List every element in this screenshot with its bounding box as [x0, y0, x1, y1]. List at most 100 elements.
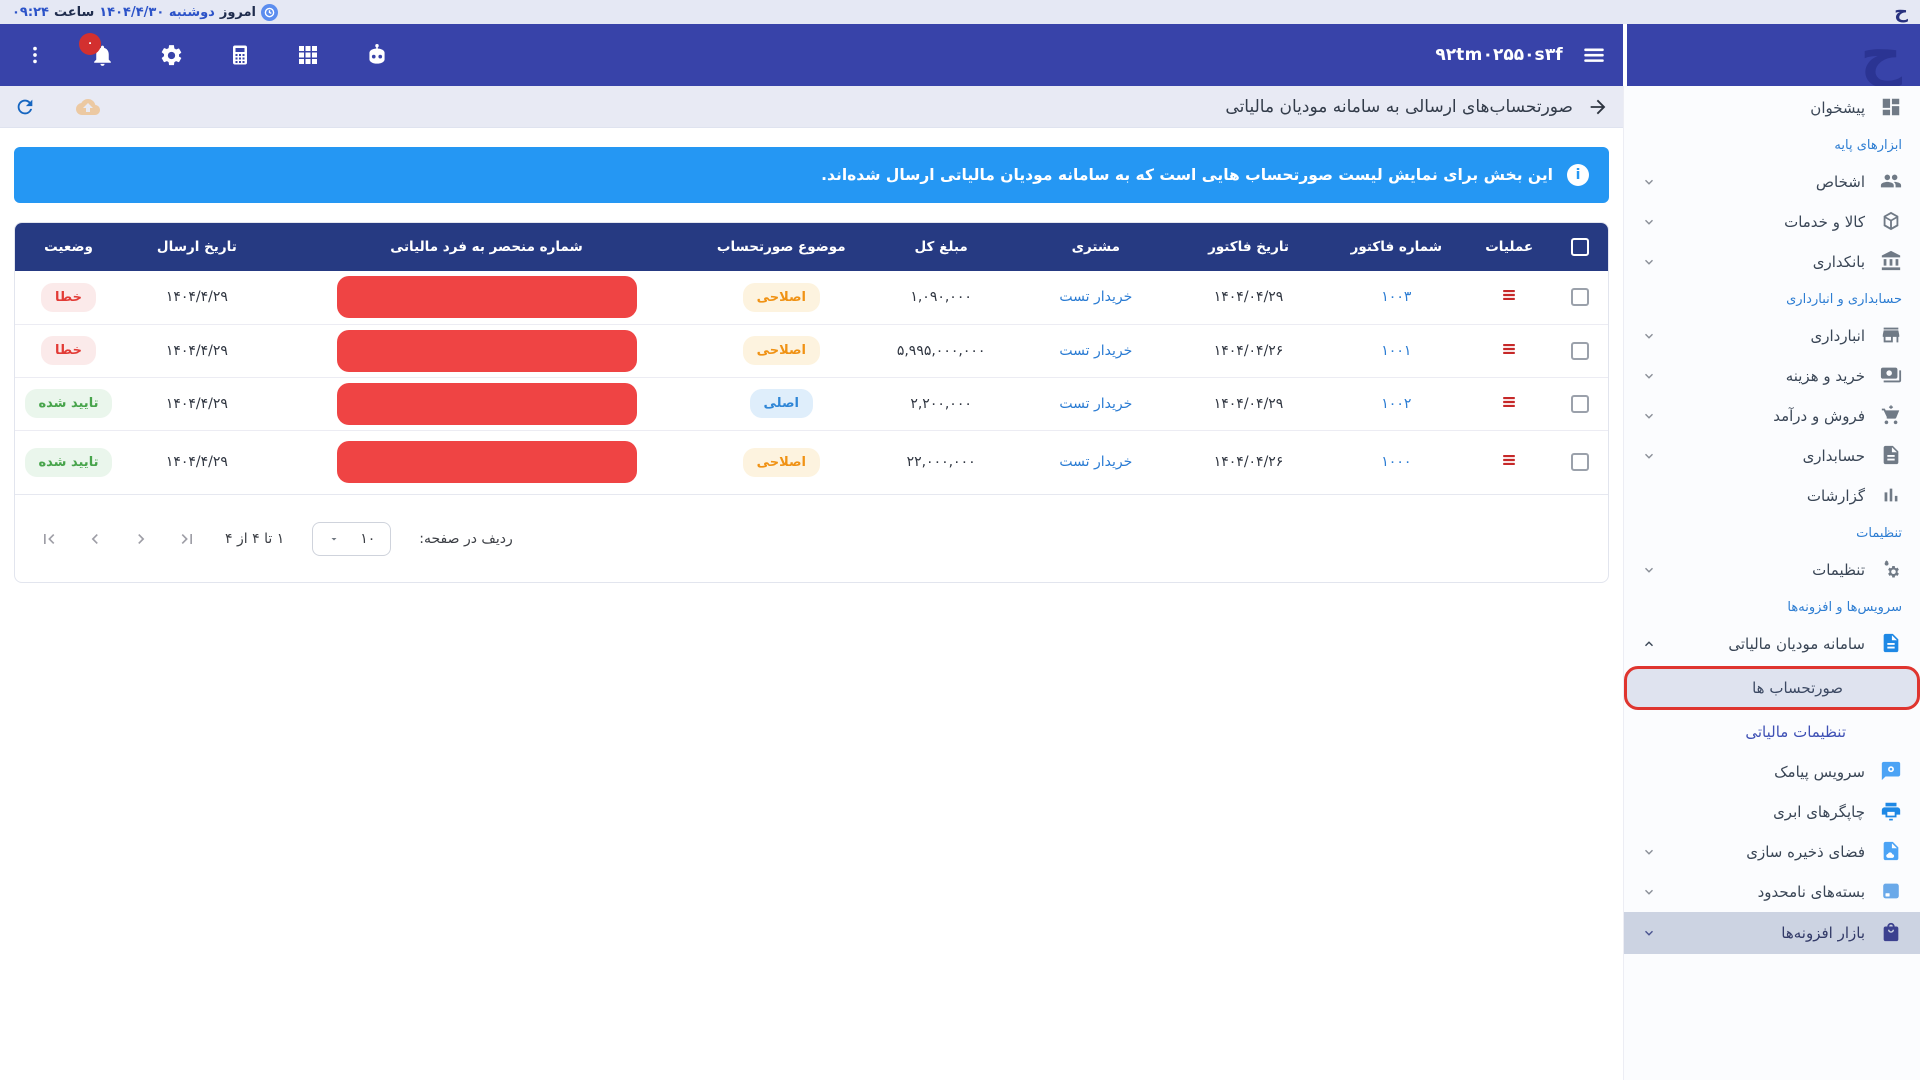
ledger-icon [1878, 444, 1902, 468]
col-operations: عملیات [1466, 223, 1553, 271]
cloud-upload-icon[interactable] [76, 95, 100, 119]
row-operations-icon[interactable] [1499, 450, 1519, 470]
invoice-number-link[interactable]: ۱۰۰۳ [1381, 289, 1412, 306]
row-operations-icon[interactable] [1499, 285, 1519, 305]
info-icon [1567, 164, 1589, 186]
row-checkbox[interactable] [1571, 341, 1590, 360]
sidebar-item-goods-services[interactable]: کالا و خدمات [1624, 202, 1920, 242]
row-checkbox[interactable] [1571, 453, 1590, 472]
apps-grid-icon[interactable] [296, 43, 320, 67]
status-chip: تایید شده [24, 389, 113, 418]
col-status: وضعیت [15, 223, 122, 271]
invoice-number-link[interactable]: ۱۰۰۲ [1381, 395, 1412, 412]
sidebar-section-base-tools: ابزارهای پایه [1834, 137, 1902, 153]
first-page-icon[interactable] [39, 529, 59, 549]
sidebar-item-reports[interactable]: گزارشات [1624, 476, 1920, 516]
main-area: صورتحساب‌های ارسالی به سامانه مودیان مال… [0, 86, 1623, 1080]
invoice-number-link[interactable]: ۱۰۰۱ [1381, 342, 1412, 359]
info-banner: این بخش برای نمایش لیست صورتحساب هایی اس… [14, 147, 1609, 203]
sidebar-item-storage[interactable]: فضای ذخیره سازی [1624, 832, 1920, 872]
total-cell: ۲۲,۰۰۰,۰۰۰ [861, 429, 1021, 494]
row-checkbox[interactable] [1571, 288, 1590, 307]
shopping-bag-icon [1878, 921, 1902, 945]
sidebar-item-banking[interactable]: بانکداری [1624, 242, 1920, 282]
refresh-icon[interactable] [14, 96, 36, 118]
chevron-down-icon [1642, 329, 1656, 343]
settings-gear-icon[interactable] [159, 43, 184, 68]
sidebar-item-accounting[interactable]: حسابداری [1624, 436, 1920, 476]
total-cell: ۱,۰۹۰,۰۰۰ [910, 289, 972, 306]
subject-chip: اصلاحی [742, 282, 820, 312]
sidebar-item-inventory[interactable]: انبارداری [1624, 316, 1920, 356]
invoices-table: عملیات شماره فاکتور تاریخ فاکتور مشتری م… [15, 223, 1608, 494]
chevron-down-icon [1642, 885, 1656, 899]
customer-link[interactable]: خریدار تست [1059, 342, 1133, 359]
col-send-date: تاریخ ارسال [121, 223, 272, 271]
back-arrow-icon[interactable] [1587, 96, 1609, 118]
customer-link[interactable]: خریدار تست [1059, 289, 1133, 306]
table-row: ۱۰۰۰ ۱۴۰۴/۰۴/۲۶ خریدار تست ۲۲,۰۰۰,۰۰۰ اص… [15, 429, 1608, 494]
app-header: ح ۹۲tm۰۲۵۵۰s۳f ۰ [0, 24, 1920, 86]
last-page-icon[interactable] [177, 529, 197, 549]
send-date-cell: ۱۴۰۴/۴/۲۹ [121, 323, 272, 377]
kebab-menu-icon[interactable] [24, 44, 46, 66]
sidebar-item-persons[interactable]: اشخاص [1624, 162, 1920, 202]
sidebar-item-addons-market[interactable]: بازار افزونه‌ها [1624, 912, 1920, 954]
col-subject: موضوع صورتحساب [701, 223, 862, 271]
bank-icon [1878, 250, 1902, 274]
row-checkbox[interactable] [1571, 394, 1590, 413]
company-code[interactable]: ۹۲tm۰۲۵۵۰s۳f [1435, 45, 1563, 65]
send-date-cell: ۱۴۰۴/۴/۲۹ [121, 376, 272, 430]
customer-link[interactable]: خریدار تست [1059, 454, 1133, 471]
chevron-down-icon [1642, 563, 1656, 577]
bar-chart-icon [1878, 484, 1902, 508]
sidebar-item-settings[interactable]: تنظیمات [1624, 550, 1920, 590]
subject-chip: اصلاحی [742, 336, 820, 365]
row-operations-icon[interactable] [1499, 392, 1519, 412]
previous-page-icon[interactable] [85, 529, 105, 549]
invoice-date-cell: ۱۴۰۴/۰۴/۲۶ [1170, 323, 1327, 377]
invoice-date-cell: ۱۴۰۴/۰۴/۲۹ [1213, 289, 1284, 306]
robot-assistant-icon[interactable] [364, 42, 390, 68]
chevron-down-icon [1642, 255, 1656, 269]
invoices-table-card: عملیات شماره فاکتور تاریخ فاکتور مشتری م… [14, 222, 1609, 583]
sidebar-item-purchase-expense[interactable]: خرید و هزینه [1624, 356, 1920, 396]
tax-uid-redacted-block [336, 276, 637, 319]
table-row: ۱۰۰۱ ۱۴۰۴/۰۴/۲۶ خریدار تست ۵,۹۹۵,۰۰۰,۰۰۰… [15, 323, 1608, 377]
page-size-value: ۱۰ [360, 530, 376, 547]
package-icon [1878, 210, 1902, 234]
sidebar-item-sms-service[interactable]: سرویس پیامک [1624, 752, 1920, 792]
sidebar: پیشخوان ابزارهای پایه اشخاص کالا و خدمات… [1623, 86, 1920, 1080]
package-box-icon [1878, 880, 1902, 904]
invoice-date-cell: ۱۴۰۴/۰۴/۲۹ [1170, 376, 1327, 430]
col-total: مبلغ کل [861, 223, 1021, 271]
brand-watermark: ح [1860, 24, 1902, 86]
navbar-icons: ۰ [24, 32, 390, 68]
sidebar-item-cloud-printers[interactable]: چاپگرهای ابری [1624, 792, 1920, 832]
menu-hamburger-icon[interactable] [1581, 42, 1607, 68]
chevron-down-icon [1642, 175, 1656, 189]
page-size-select[interactable]: ۱۰ [312, 521, 392, 556]
sidebar-section-services-addons: سرویس‌ها و افزونه‌ها [1787, 599, 1902, 615]
rows-per-page-label: ردیف در صفحه: [419, 530, 513, 547]
select-all-checkbox[interactable] [1571, 238, 1590, 256]
sidebar-item-dashboard[interactable]: پیشخوان [1624, 88, 1920, 128]
chevron-up-icon [1642, 637, 1656, 651]
calculator-icon[interactable] [228, 43, 252, 67]
sidebar-item-tax-moadian[interactable]: سامانه مودیان مالیاتی [1624, 624, 1920, 664]
invoice-number-link[interactable]: ۱۰۰۰ [1381, 454, 1412, 471]
notifications-bell-icon[interactable]: ۰ [79, 32, 115, 68]
sidebar-item-unlimited-packages[interactable]: بسته‌های نامحدود [1624, 872, 1920, 912]
pagination-nav [39, 529, 197, 549]
sidebar-item-sales-income[interactable]: فروش و درآمد [1624, 396, 1920, 436]
notification-badge: ۰ [79, 32, 101, 55]
sidebar-subitem-tax-settings[interactable]: تنظیمات مالیاتی [1745, 723, 1846, 741]
next-page-icon[interactable] [131, 529, 151, 549]
sidebar-subitem-invoices-active[interactable]: صورتحساب ها [1624, 666, 1920, 710]
tax-document-icon [1878, 632, 1902, 656]
sidebar-section-accounting-inventory: حسابداری و انبارداری [1786, 291, 1902, 307]
sidebar-header: ح [1627, 24, 1920, 86]
chevron-down-icon [1642, 369, 1656, 383]
customer-link[interactable]: خریدار تست [1059, 395, 1133, 412]
row-operations-icon[interactable] [1499, 339, 1519, 359]
